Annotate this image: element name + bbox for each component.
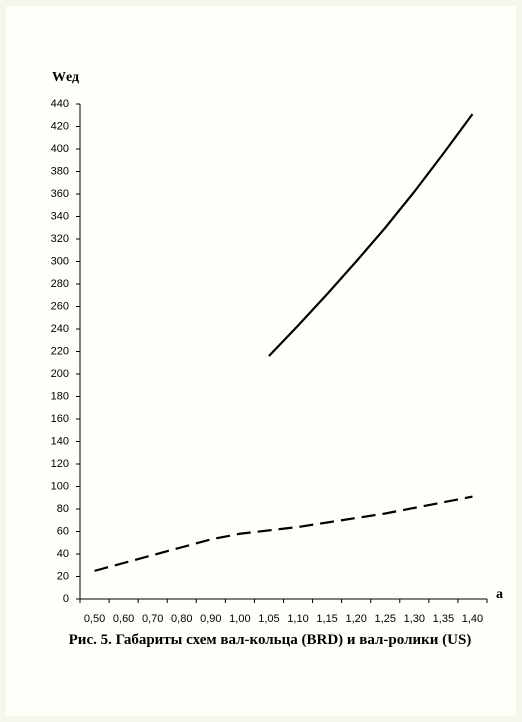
y-tick-label: 180 (51, 390, 69, 402)
y-tick-label: 60 (57, 525, 69, 537)
y-tick-label: 0 (63, 593, 69, 605)
y-tick-label: 280 (51, 278, 69, 290)
y-tick-label: 20 (57, 570, 69, 582)
x-tick-label: 1,35 (433, 613, 454, 625)
x-tick-label: 0,80 (171, 613, 192, 625)
y-tick-label: 100 (51, 480, 69, 492)
y-tick-label: 240 (51, 323, 69, 335)
y-tick-label: 120 (51, 458, 69, 470)
y-tick-label: 400 (51, 143, 69, 155)
y-axis-label: Wед (52, 70, 79, 85)
y-tick-label: 380 (51, 165, 69, 177)
y-tick-label: 360 (51, 188, 69, 200)
data-line (268, 113, 474, 357)
caption: Рис. 5. Габариты схем вал-кольца (BRD) и… (68, 632, 472, 648)
x-tick-label: 1,25 (375, 613, 396, 625)
data-line (94, 495, 473, 572)
y-tick-label: 160 (51, 413, 69, 425)
x-tick-label: 1,30 (404, 613, 425, 625)
y-tick-label: 320 (51, 233, 69, 245)
y-tick-label: 220 (51, 345, 69, 357)
x-tick-label: 1,10 (287, 613, 308, 625)
x-tick-label: 1,05 (258, 613, 279, 625)
x-tick-label: 1,15 (316, 613, 337, 625)
page (6, 6, 516, 716)
x-tick-label: 0,70 (142, 613, 163, 625)
y-tick-label: 260 (51, 300, 69, 312)
x-tick-label: 1,20 (345, 613, 366, 625)
x-tick-label: 0,60 (113, 613, 134, 625)
x-tick-label: 0,50 (84, 613, 105, 625)
y-tick-label: 40 (57, 548, 69, 560)
y-tick-label: 300 (51, 255, 69, 267)
x-tick-label: 1,00 (229, 613, 250, 625)
y-tick-label: 340 (51, 210, 69, 222)
y-tick-label: 440 (51, 98, 69, 110)
y-tick-label: 420 (51, 120, 69, 132)
y-tick-label: 80 (57, 503, 69, 515)
x-tick-label: 0,90 (200, 613, 221, 625)
x-axis-label: a (496, 587, 503, 602)
y-tick-label: 200 (51, 368, 69, 380)
x-tick-label: 1,40 (462, 613, 483, 625)
y-tick-label: 140 (51, 435, 69, 447)
